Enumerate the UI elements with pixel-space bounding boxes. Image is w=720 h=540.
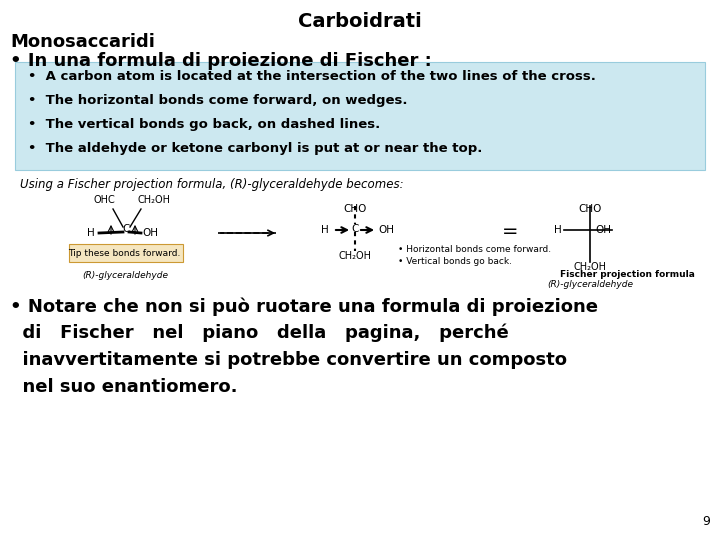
Text: CHO: CHO bbox=[578, 204, 602, 214]
Text: (R)-glyceraldehyde: (R)-glyceraldehyde bbox=[547, 280, 633, 289]
Text: (R)-glyceraldehyde: (R)-glyceraldehyde bbox=[82, 271, 168, 280]
Text: =: = bbox=[502, 221, 518, 240]
Text: • In una formula di proiezione di Fischer :: • In una formula di proiezione di Fische… bbox=[10, 52, 432, 70]
Text: H: H bbox=[321, 225, 329, 235]
FancyBboxPatch shape bbox=[15, 62, 705, 170]
Text: H: H bbox=[87, 228, 95, 238]
Text: inavvertitamente si potrebbe convertire un composto: inavvertitamente si potrebbe convertire … bbox=[10, 351, 567, 369]
Text: •  A carbon atom is located at the intersection of the two lines of the cross.: • A carbon atom is located at the inters… bbox=[28, 70, 596, 83]
Text: Using a Fischer projection formula, (R)-glyceraldehyde becomes:: Using a Fischer projection formula, (R)-… bbox=[20, 178, 404, 191]
Text: CH₂OH: CH₂OH bbox=[338, 251, 372, 261]
FancyBboxPatch shape bbox=[69, 244, 183, 262]
Text: • Notare che non si può ruotare una formula di proiezione: • Notare che non si può ruotare una form… bbox=[10, 297, 598, 315]
Text: •  The horizontal bonds come forward, on wedges.: • The horizontal bonds come forward, on … bbox=[28, 94, 408, 107]
Text: CHO: CHO bbox=[343, 204, 366, 214]
Text: di   Fischer   nel   piano   della   pagina,   perché: di Fischer nel piano della pagina, perch… bbox=[10, 324, 509, 342]
Text: • Horizontal bonds come forward.: • Horizontal bonds come forward. bbox=[398, 245, 551, 254]
Text: •  The aldehyde or ketone carbonyl is put at or near the top.: • The aldehyde or ketone carbonyl is put… bbox=[28, 142, 482, 155]
Text: Carboidrati: Carboidrati bbox=[298, 12, 422, 31]
Text: H: H bbox=[554, 225, 562, 235]
Text: C: C bbox=[122, 224, 130, 234]
Text: Monosaccaridi: Monosaccaridi bbox=[10, 33, 155, 51]
Text: C: C bbox=[351, 224, 359, 234]
Text: OHC: OHC bbox=[94, 195, 115, 205]
Text: OH: OH bbox=[142, 228, 158, 238]
Text: OH: OH bbox=[378, 225, 394, 235]
Text: Tip these bonds forward.: Tip these bonds forward. bbox=[68, 248, 180, 258]
Text: CH₂OH: CH₂OH bbox=[137, 195, 170, 205]
Text: 9: 9 bbox=[702, 515, 710, 528]
Text: Fischer projection formula: Fischer projection formula bbox=[560, 270, 695, 279]
Text: nel suo enantiomero.: nel suo enantiomero. bbox=[10, 378, 238, 396]
Text: CH₂OH: CH₂OH bbox=[574, 262, 606, 272]
Text: •  The vertical bonds go back, on dashed lines.: • The vertical bonds go back, on dashed … bbox=[28, 118, 380, 131]
Text: OH: OH bbox=[595, 225, 611, 235]
Text: • Vertical bonds go back.: • Vertical bonds go back. bbox=[398, 257, 512, 266]
